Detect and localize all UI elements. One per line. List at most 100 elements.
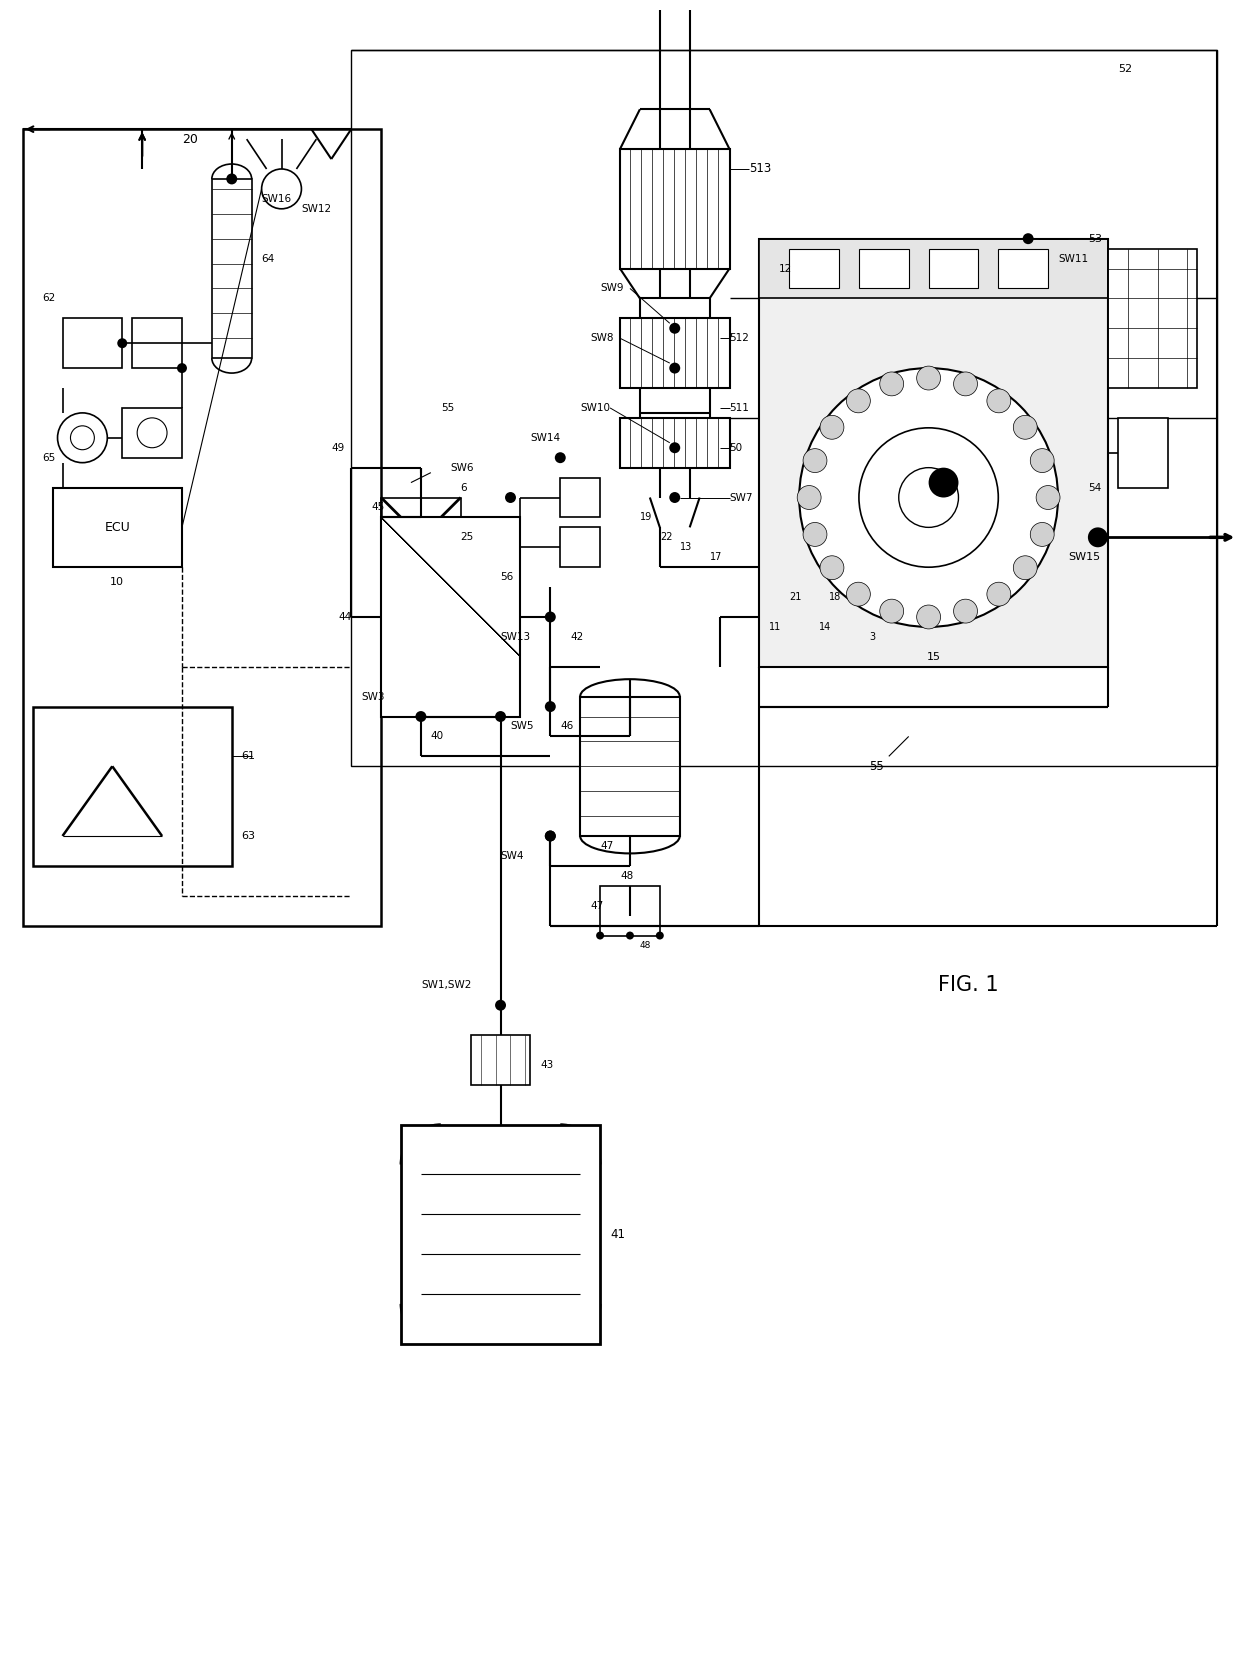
Bar <box>759 238 1107 298</box>
Circle shape <box>1023 233 1034 245</box>
Bar <box>1117 418 1168 488</box>
Text: 53: 53 <box>1087 233 1102 243</box>
Circle shape <box>544 701 556 711</box>
Text: 63: 63 <box>242 831 255 841</box>
Bar <box>929 248 978 288</box>
Text: 45: 45 <box>371 503 384 513</box>
Circle shape <box>670 323 681 333</box>
Bar <box>471 1035 531 1085</box>
Circle shape <box>1030 523 1054 546</box>
Bar <box>560 528 600 566</box>
Circle shape <box>987 388 1011 413</box>
Text: 62: 62 <box>42 293 56 303</box>
Bar <box>759 238 1107 666</box>
Text: SW13: SW13 <box>501 631 531 641</box>
Circle shape <box>899 468 959 528</box>
Bar <box>52 488 182 566</box>
Text: 46: 46 <box>560 721 574 731</box>
Text: 13: 13 <box>680 543 692 553</box>
Bar <box>1107 248 1198 388</box>
Circle shape <box>670 441 681 453</box>
Circle shape <box>505 491 516 503</box>
Circle shape <box>916 367 941 390</box>
Bar <box>600 886 660 936</box>
Circle shape <box>544 831 556 841</box>
Circle shape <box>800 368 1058 626</box>
Circle shape <box>954 600 977 623</box>
Text: 14: 14 <box>820 621 831 631</box>
Bar <box>62 318 123 368</box>
Circle shape <box>596 931 604 940</box>
Text: SW9: SW9 <box>600 283 624 293</box>
Circle shape <box>177 363 187 373</box>
Bar <box>133 318 182 368</box>
Text: 64: 64 <box>262 253 275 263</box>
Circle shape <box>495 1000 506 1011</box>
Text: 15: 15 <box>926 651 941 661</box>
Text: 43: 43 <box>541 1060 553 1070</box>
Bar <box>789 248 839 288</box>
Text: 50: 50 <box>729 443 743 453</box>
Circle shape <box>929 468 959 498</box>
Text: 44: 44 <box>339 611 351 621</box>
Text: SW6: SW6 <box>451 463 474 473</box>
Text: SW1,SW2: SW1,SW2 <box>420 980 471 990</box>
Text: 17: 17 <box>709 551 722 561</box>
Circle shape <box>415 711 427 721</box>
Text: 65: 65 <box>42 453 56 463</box>
Bar <box>22 130 381 926</box>
Bar <box>998 248 1048 288</box>
Circle shape <box>544 831 556 841</box>
Circle shape <box>544 611 556 623</box>
Circle shape <box>118 338 128 348</box>
Bar <box>620 318 729 388</box>
Circle shape <box>1037 485 1060 510</box>
Bar <box>381 518 521 716</box>
Circle shape <box>804 523 827 546</box>
Text: 22: 22 <box>660 533 672 543</box>
Circle shape <box>916 605 941 630</box>
Text: 56: 56 <box>501 571 513 581</box>
Text: 11: 11 <box>769 621 781 631</box>
Bar <box>620 418 729 468</box>
Text: 511: 511 <box>729 403 749 413</box>
Bar <box>560 478 600 518</box>
Bar <box>32 706 232 866</box>
Text: SW8: SW8 <box>590 333 614 343</box>
Text: 55: 55 <box>440 403 454 413</box>
Bar <box>381 498 461 576</box>
Bar <box>401 1125 600 1344</box>
Circle shape <box>226 173 237 185</box>
Text: SW5: SW5 <box>511 721 534 731</box>
Text: 48: 48 <box>620 871 634 881</box>
Circle shape <box>820 415 844 440</box>
Text: 6: 6 <box>461 483 467 493</box>
Text: 40: 40 <box>430 731 444 741</box>
Circle shape <box>1030 448 1054 473</box>
Circle shape <box>495 711 506 721</box>
Text: 10: 10 <box>110 576 124 586</box>
Text: 47: 47 <box>590 901 604 911</box>
Circle shape <box>879 600 904 623</box>
Text: 61: 61 <box>242 751 255 761</box>
Text: SW14: SW14 <box>531 433 560 443</box>
Text: SW11: SW11 <box>1058 253 1089 263</box>
Text: 48: 48 <box>640 941 651 950</box>
Text: 513: 513 <box>749 163 771 175</box>
Circle shape <box>1087 528 1107 548</box>
Text: 41: 41 <box>610 1228 625 1241</box>
Circle shape <box>1013 556 1037 580</box>
Circle shape <box>804 448 827 473</box>
Text: SW15: SW15 <box>1068 551 1100 561</box>
Text: SW4: SW4 <box>501 851 525 861</box>
Text: 55: 55 <box>869 760 884 773</box>
Text: SW3: SW3 <box>361 691 384 701</box>
Circle shape <box>954 372 977 397</box>
Circle shape <box>656 931 663 940</box>
Text: SW10: SW10 <box>580 403 610 413</box>
Text: SW7: SW7 <box>729 493 753 503</box>
Text: 18: 18 <box>830 591 841 601</box>
Circle shape <box>859 428 998 566</box>
Text: 12: 12 <box>779 263 792 273</box>
Bar <box>212 178 252 358</box>
